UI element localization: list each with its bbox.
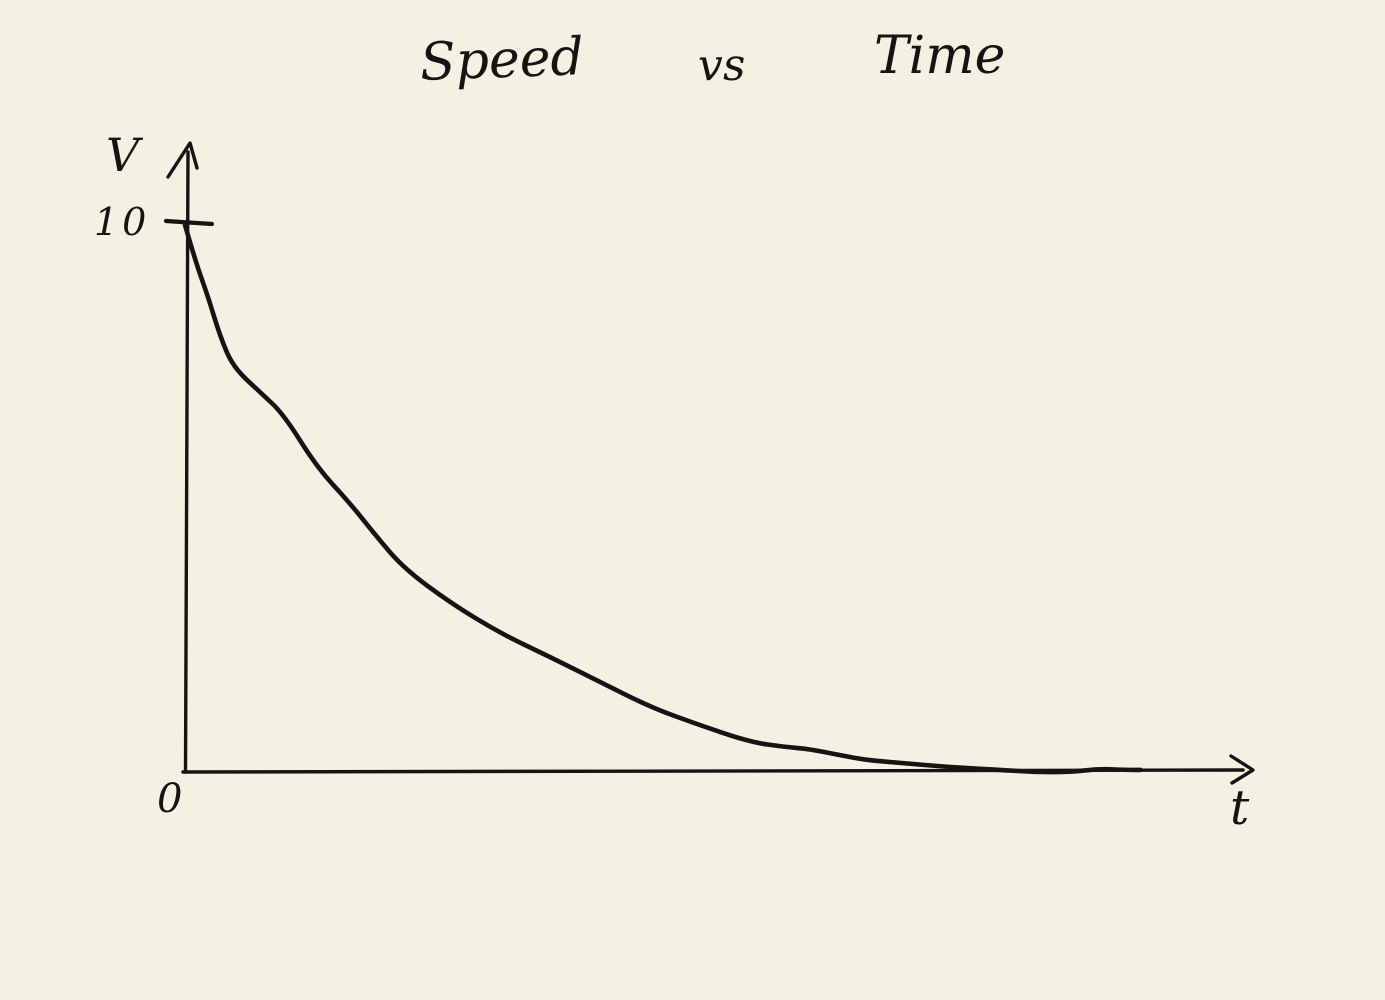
origin-label: 0	[157, 776, 183, 822]
y-tick-label-10: 10	[94, 200, 151, 244]
chart-title-speed: Speed	[419, 27, 585, 93]
chart-title-time: Time	[874, 26, 1006, 86]
y-axis-label: V	[106, 128, 140, 182]
y-axis-line	[183, 150, 190, 774]
chart-title-vs: vs	[697, 39, 746, 92]
y-axis-arrowhead-icon	[166, 141, 199, 179]
y-axis-tick-10	[163, 218, 215, 227]
x-axis-arrowhead-icon	[1229, 754, 1255, 785]
x-axis-label: t	[1230, 780, 1250, 836]
speed-curve	[182, 222, 1143, 775]
